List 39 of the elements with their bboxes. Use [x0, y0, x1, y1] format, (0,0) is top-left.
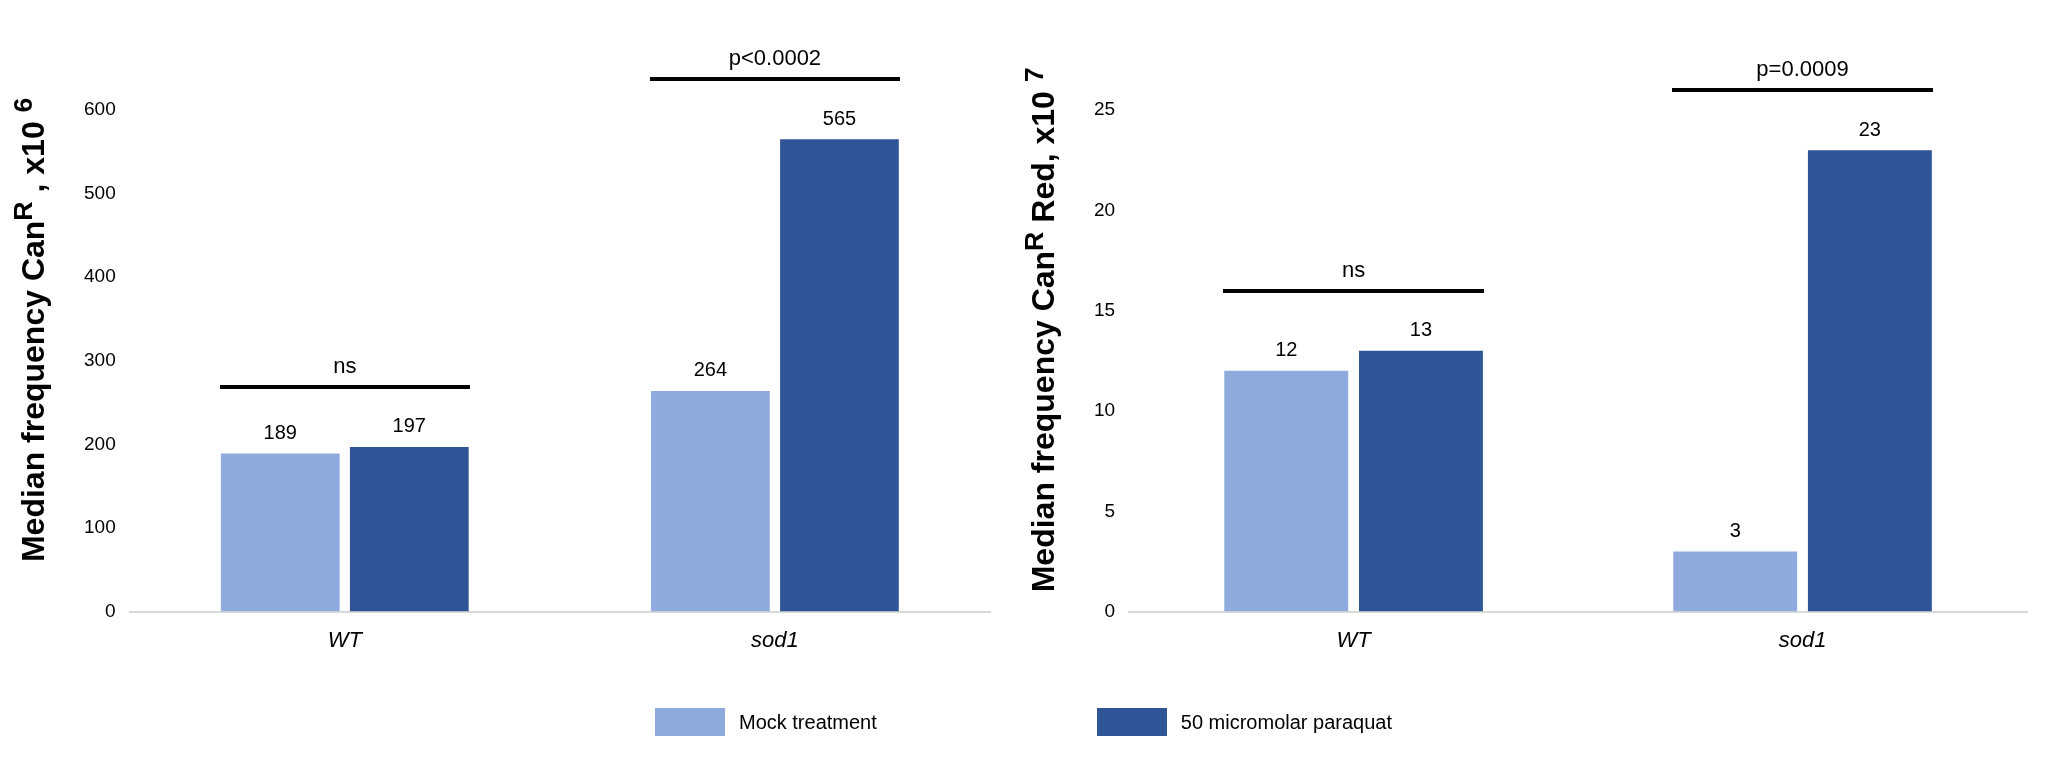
data-label: 197 [392, 414, 426, 437]
annotation: ns [333, 352, 357, 379]
bar [220, 453, 340, 612]
bar [349, 446, 469, 612]
text: p=0.0009 [1756, 56, 1849, 83]
legend-label: Mock treatment [738, 710, 877, 734]
y-tick-label: 300 [84, 349, 116, 371]
data-label: 3 [1729, 518, 1741, 541]
data-label: 264 [693, 358, 728, 381]
bar [651, 390, 770, 612]
bar [1224, 370, 1349, 612]
annotation: ns [1341, 256, 1366, 283]
bar [1807, 150, 1932, 612]
data-label: 12 [1275, 338, 1298, 361]
data-label: 565 [822, 106, 857, 129]
x-tick-label: sod1 [751, 626, 799, 652]
y-tick-label: 15 [1093, 298, 1116, 320]
y-tick-label: 25 [1093, 98, 1116, 120]
y-tick-label: 5 [1104, 499, 1116, 521]
y-tick-label: 200 [84, 432, 116, 454]
x-tick-label: sod1 [1778, 626, 1827, 652]
bar [1673, 551, 1798, 612]
y-tick-label: 600 [84, 98, 116, 120]
data-label: 189 [263, 421, 297, 444]
x-tick-label: WT [1336, 626, 1373, 652]
bar [1358, 350, 1483, 612]
text: p<0.0002 [728, 45, 822, 72]
y-tick-label: 100 [84, 516, 116, 538]
y-tick-label: 0 [105, 599, 116, 621]
bar [780, 139, 899, 612]
y-tick-label: 10 [1093, 399, 1116, 421]
y-tick-label: 500 [84, 181, 116, 203]
legend-label: 50 micromolar paraquat [1180, 710, 1393, 734]
y-tick-label: 0 [1104, 599, 1116, 621]
data-label: 23 [1858, 117, 1881, 140]
data-label: 13 [1409, 318, 1433, 341]
x-tick-label: WT [327, 626, 364, 652]
y-tick-label: 20 [1093, 198, 1116, 220]
y-tick-label: 400 [84, 265, 116, 287]
